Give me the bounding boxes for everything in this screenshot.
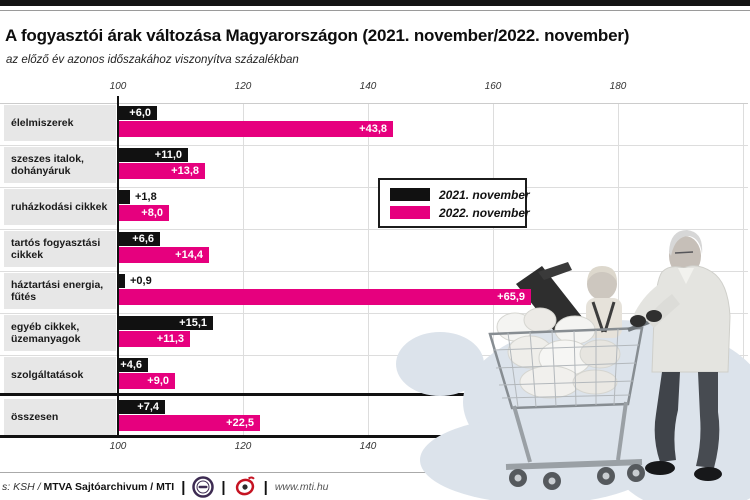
x-axis-tick-label-bottom: 120 — [234, 441, 252, 452]
bar-value-label: +6,0 — [129, 106, 151, 119]
row-separator-line — [0, 229, 748, 230]
bar-value-label: +9,0 — [147, 374, 169, 387]
shopping-cart — [488, 315, 663, 490]
woman-with-shopping-cart-photo — [396, 230, 750, 500]
bar-value-label: +11,0 — [154, 148, 182, 161]
legend-item-2021: 2021. november — [390, 187, 530, 202]
gridline — [243, 103, 244, 435]
bar-2021 — [119, 400, 165, 414]
footer-separator: | — [221, 478, 226, 496]
bar-2022 — [119, 289, 531, 305]
x-axis-tick-label-bottom: 140 — [359, 441, 377, 452]
mti-url-text: www.mti.hu — [274, 481, 329, 493]
bar-2021 — [119, 316, 213, 330]
top-border-bar — [0, 0, 750, 6]
page-subtitle: az előző év azonos időszakához viszonyít… — [6, 54, 299, 66]
footer-separator: | — [181, 478, 186, 496]
source-text-prefix: s: KSH / — [2, 481, 41, 493]
stroller-handle — [538, 262, 572, 280]
legend-label-2022: 2022. november — [439, 205, 530, 220]
x-axis-tick-label-bottom: 100 — [109, 441, 127, 452]
legend-item-2022: 2022. november — [390, 205, 530, 220]
bar-value-label: +65,9 — [497, 290, 525, 303]
bar-2022 — [119, 163, 205, 179]
bar-value-label: +0,9 — [130, 274, 152, 287]
row-separator-line — [0, 355, 748, 356]
category-label: háztartási energia, fűtés — [4, 273, 116, 309]
category-label: szolgáltatások — [4, 357, 116, 393]
bar-value-label: +11,3 — [156, 332, 184, 345]
footer-separator: | — [263, 478, 268, 496]
total-separator-line — [0, 393, 748, 396]
row-separator-line — [0, 271, 748, 272]
category-label: szeszes italok, dohányáruk — [4, 147, 116, 183]
category-label: tartós fogyasztási cikkek — [4, 231, 116, 267]
source-text: MTVA Sajtóarchivum / MTI — [43, 481, 175, 493]
bar-2022 — [119, 205, 169, 221]
bar-2022 — [119, 373, 175, 389]
bar-value-label: +1,8 — [135, 190, 157, 203]
woman-figure — [630, 230, 731, 481]
x-axis-line-bottom — [0, 435, 748, 438]
bar-2022 — [119, 415, 260, 431]
bar-2021 — [119, 274, 125, 288]
bar-2022 — [119, 331, 190, 347]
gridline — [493, 103, 494, 435]
category-label: élelmiszerek — [4, 105, 116, 141]
bar-2021 — [119, 232, 160, 246]
bar-2021 — [119, 190, 130, 204]
bar-value-label: +13,8 — [171, 164, 199, 177]
x-axis-tick-label-top: 100 — [109, 81, 127, 92]
x-axis-tick-label-top: 160 — [484, 81, 502, 92]
bar-2022 — [119, 247, 209, 263]
category-label: összesen — [4, 399, 116, 435]
legend-swatch-2021 — [390, 188, 430, 201]
category-label: egyéb cikkek, üzemanyagok — [4, 315, 116, 351]
row-separator-line — [0, 313, 748, 314]
category-label: ruházkodási cikkek — [4, 189, 116, 225]
legend-swatch-2022 — [390, 206, 430, 219]
y-axis-line — [117, 96, 119, 438]
bar-value-label: +15,1 — [179, 316, 207, 329]
legend-label-2021: 2021. november — [439, 187, 530, 202]
x-axis-tick-label-top: 120 — [234, 81, 252, 92]
row-separator-line — [0, 145, 748, 146]
bar-2021 — [119, 148, 188, 162]
bar-2021 — [119, 358, 148, 372]
row-separator-line — [0, 187, 748, 188]
bar-value-label: +4,6 — [120, 358, 142, 371]
top-divider-line — [0, 10, 750, 11]
x-axis-tick-label-top: 180 — [609, 81, 627, 92]
mtva-circle-logo-icon — [192, 476, 215, 498]
gridline — [618, 103, 619, 435]
bar-value-label: +6,6 — [132, 232, 154, 245]
legend: 2021. november 2022. november — [378, 178, 530, 228]
gridline — [368, 103, 369, 435]
bar-2021 — [119, 106, 157, 120]
cart-wheels — [509, 464, 645, 490]
gridline — [743, 103, 744, 435]
bar-value-label: +14,4 — [175, 248, 203, 261]
page-title: A fogyasztói árak változása Magyarország… — [5, 26, 630, 45]
mti-circle-logo-icon — [235, 476, 255, 496]
footer-divider-line — [0, 472, 750, 473]
shopping-bags — [496, 307, 621, 399]
bar-value-label: +7,4 — [137, 400, 159, 413]
bar-value-label: +22,5 — [226, 416, 254, 429]
bar-value-label: +8,0 — [141, 206, 163, 219]
bar-2022 — [119, 121, 393, 137]
x-axis-tick-label-top: 140 — [359, 81, 377, 92]
footer: s: KSH / MTVA Sajtóarchivum / MTI | | | … — [2, 476, 329, 498]
plot-top-line — [0, 103, 748, 104]
bar-value-label: +43,8 — [359, 122, 387, 135]
